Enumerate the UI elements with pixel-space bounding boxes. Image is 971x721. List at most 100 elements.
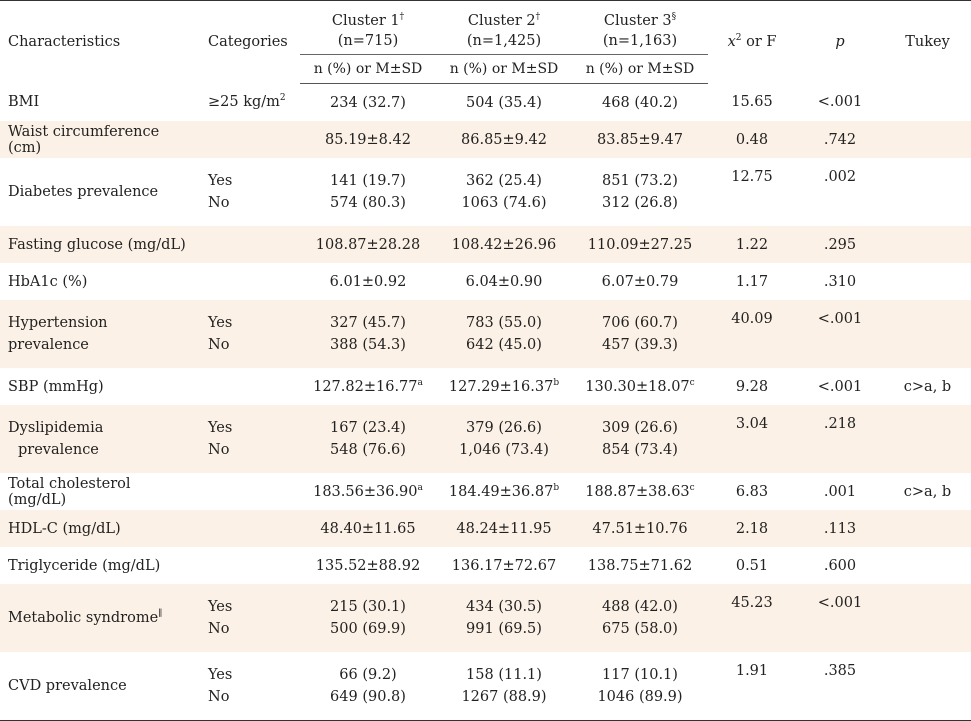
cluster-1-value: 85.19±8.42: [300, 121, 436, 158]
characteristic-label: Hypertension prevalence: [8, 315, 108, 353]
value: 6.01±0.92: [329, 273, 407, 290]
value: 362 (25.4): [466, 173, 542, 189]
row-tukey: [884, 547, 971, 584]
cluster-2-value: 136.17±72.67: [436, 547, 572, 584]
category-label-2: No: [208, 621, 230, 637]
row-tukey: [884, 263, 971, 300]
row-characteristic: Total cholesterol (mg/dL): [0, 473, 200, 510]
cluster-1-name: Cluster 1: [331, 13, 400, 29]
cluster-3-value: 488 (42.0) 675 (58.0): [572, 584, 708, 652]
value: 188.87±38.63: [585, 483, 690, 500]
row-tukey: [884, 121, 971, 158]
cluster-1-value: 183.56±36.90a: [300, 473, 436, 510]
header-cluster-3: Cluster 3§ (n=1,163): [572, 0, 708, 55]
table-row: Dyslipidemia prevalence Yes No 167 (23.4) 548…: [0, 405, 971, 473]
row-category: [200, 473, 300, 510]
row-tukey: [884, 652, 971, 721]
value-2: 675 (58.0): [602, 621, 678, 637]
header-cluster-2: Cluster 2† (n=1,425): [436, 0, 572, 55]
value: 127.29±16.37: [448, 378, 554, 395]
value: 158 (11.1): [466, 667, 542, 683]
value-sup: c: [689, 377, 695, 388]
cluster-2-value: 108.42±26.96: [436, 226, 572, 263]
cluster-2-value: 783 (55.0) 642 (45.0): [436, 300, 572, 368]
header-p: p: [796, 0, 884, 84]
cluster-1-value: 141 (19.7) 574 (80.3): [300, 158, 436, 226]
characteristic-label: Diabetes prevalence: [8, 184, 159, 200]
p-value: .385: [823, 663, 857, 679]
cluster-2-value: 362 (25.4) 1063 (74.6): [436, 158, 572, 226]
cluster-3-value: 6.07±0.79: [572, 263, 708, 300]
cluster-3-value: 706 (60.7) 457 (39.3): [572, 300, 708, 368]
category-label: Yes: [208, 173, 233, 189]
statistic-value: 15.65: [731, 94, 773, 111]
value: 127.82±16.77: [313, 378, 418, 395]
row-statistic: 0.51: [708, 547, 796, 584]
table-row: HbA1c (%) 6.01±0.92 6.04±0.90 6.07±0.79 1.17…: [0, 263, 971, 300]
row-p-value: .310: [796, 263, 884, 300]
category-label: Yes: [208, 315, 233, 331]
table-row: Triglyceride (mg/dL) 135.52±88.92 136.17±7…: [0, 547, 971, 584]
value-2: 991 (69.5): [466, 621, 542, 637]
cluster-2-value: 48.24±11.95: [436, 510, 572, 547]
row-characteristic: SBP (mmHg): [0, 368, 200, 405]
cluster-1-value: 167 (23.4) 548 (76.6): [300, 405, 436, 473]
value: 138.75±71.62: [587, 557, 693, 574]
row-tukey: [884, 510, 971, 547]
value-sup: a: [417, 377, 423, 388]
value-2: 574 (80.3): [330, 195, 406, 211]
row-p-value: .742: [796, 121, 884, 158]
p-label: p: [835, 34, 845, 51]
cluster-3-mark: §: [671, 12, 677, 23]
row-characteristic: CVD prevalence: [0, 652, 200, 721]
p-value: .310: [823, 273, 857, 290]
row-tukey: [884, 158, 971, 226]
characteristic-label: HDL-C (mg/dL): [8, 520, 121, 537]
value-sup: a: [417, 482, 423, 493]
value: 234 (32.7): [330, 94, 406, 111]
header-categories: Categories: [200, 0, 300, 84]
characteristic-label: SBP (mmHg): [8, 378, 104, 395]
p-value: .002: [823, 169, 857, 185]
p-value: <.001: [817, 311, 863, 327]
row-statistic: 2.18: [708, 510, 796, 547]
category-label: ≥25 kg/m: [208, 94, 280, 111]
value: 783 (55.0): [466, 315, 542, 331]
stat-sup: 2: [735, 33, 742, 44]
value: 468 (40.2): [602, 94, 678, 111]
value: 851 (73.2): [602, 173, 678, 189]
value-2: 457 (39.3): [602, 337, 678, 353]
cluster-3-value: 110.09±27.25: [572, 226, 708, 263]
cluster-3-value: 83.85±9.47: [572, 121, 708, 158]
cluster-2-value: 158 (11.1) 1267 (88.9): [436, 652, 572, 721]
value: 434 (30.5): [466, 599, 542, 615]
characteristic-label-cont: prevalence: [18, 442, 99, 458]
cluster-1-value: 6.01±0.92: [300, 263, 436, 300]
characteristic-label: BMI: [8, 94, 40, 111]
cluster-3-name: Cluster 3: [603, 13, 672, 29]
cluster-1-value: 48.40±11.65: [300, 510, 436, 547]
cluster-3-value: 468 (40.2): [572, 83, 708, 121]
table-row: Fasting glucose (mg/dL) 108.87±28.28 108.4…: [0, 226, 971, 263]
value-2: 1,046 (73.4): [459, 442, 549, 458]
value: 110.09±27.25: [587, 236, 693, 253]
category-label: Yes: [208, 667, 233, 683]
cluster-1-value: 108.87±28.28: [300, 226, 436, 263]
category-label-2: No: [208, 195, 230, 211]
cluster-3-value: 130.30±18.07c: [572, 368, 708, 405]
cluster-2-value: 6.04±0.90: [436, 263, 572, 300]
value: 184.49±36.87: [448, 483, 554, 500]
value-2: 642 (45.0): [466, 337, 542, 353]
cluster-2-subheader: n (%) or M±SD: [436, 54, 572, 84]
cluster-1-value: 66 (9.2) 649 (90.8): [300, 652, 436, 721]
stat-x: x: [727, 34, 736, 51]
row-statistic: 1.17: [708, 263, 796, 300]
value: 141 (19.7): [330, 173, 406, 189]
value: 504 (35.4): [466, 94, 542, 111]
row-characteristic: HDL-C (mg/dL): [0, 510, 200, 547]
value: 85.19±8.42: [325, 131, 411, 148]
row-characteristic: Diabetes prevalence: [0, 158, 200, 226]
value: 108.42±26.96: [451, 236, 557, 253]
statistic-value: 12.75: [731, 169, 773, 185]
header-statistic: x2 or F: [708, 0, 796, 84]
